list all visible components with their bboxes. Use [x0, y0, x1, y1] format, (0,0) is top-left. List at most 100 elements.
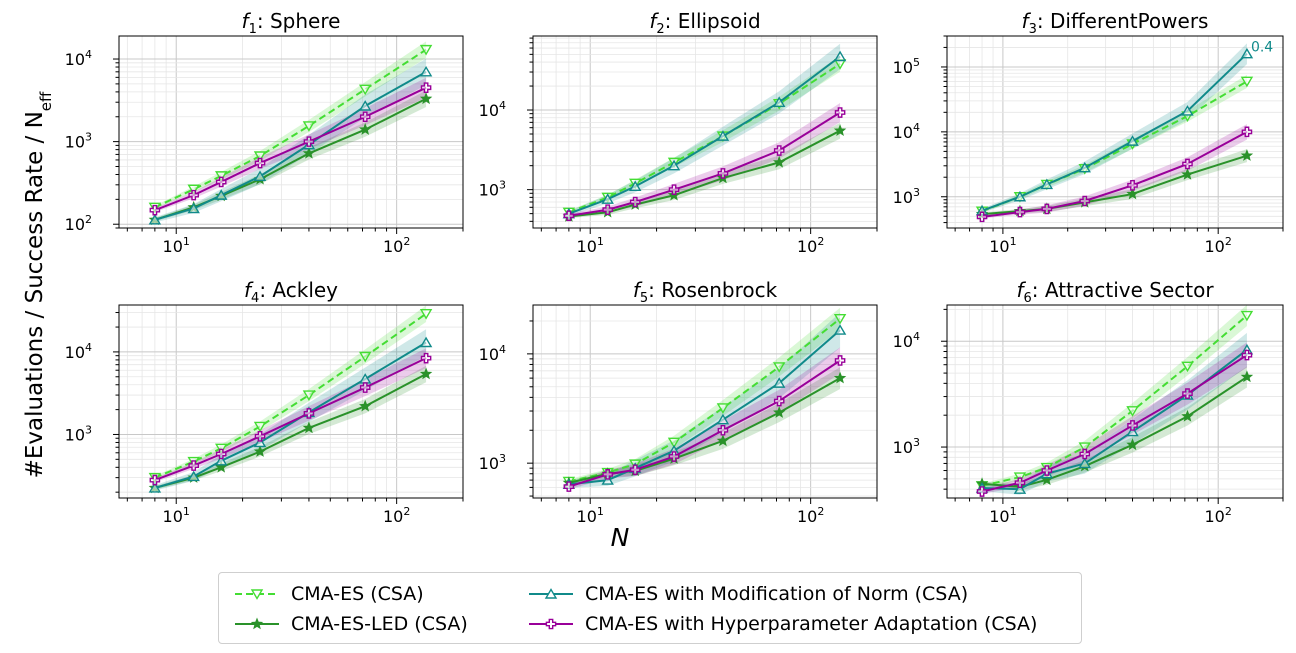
chart-title: f4: Ackley: [244, 278, 338, 306]
data-point: [667, 437, 681, 449]
data-point: [772, 362, 786, 373]
legend-marker-cma-es-led: [235, 617, 279, 630]
axes-frame: [532, 304, 878, 499]
data-point: [563, 481, 575, 492]
data-point: [253, 445, 267, 457]
data-point: [1040, 178, 1054, 190]
data-point: [833, 50, 847, 62]
axes-frame: [946, 304, 1284, 499]
data-point: [629, 196, 641, 208]
legend-marker: [250, 617, 264, 630]
data-point: [1014, 477, 1026, 489]
data-point: [419, 309, 433, 320]
data-point: [148, 213, 162, 225]
data-point: [149, 204, 161, 216]
legend-label: CMA-ES with Hyperparameter Adaptation (C…: [585, 613, 1038, 635]
y-tick-label: 103: [65, 423, 92, 444]
chart-title: f5: Rosenbrock: [633, 278, 778, 306]
data-point: [1014, 206, 1026, 218]
data-point: [359, 123, 372, 135]
chart-title: f1: Sphere: [242, 9, 341, 37]
data-point: [359, 382, 371, 393]
data-point: [772, 96, 786, 107]
axes-frame: [532, 35, 878, 229]
data-point: [716, 413, 730, 425]
data-point: [1127, 420, 1138, 431]
legend-marker-cma-es: [235, 589, 279, 600]
data-point: [668, 184, 680, 195]
data-point: [1240, 149, 1254, 161]
data-point: [419, 44, 433, 56]
x-tick-label: 102: [383, 505, 410, 526]
chart-title: f2: Ellipsoid: [649, 9, 760, 37]
data-point: [601, 474, 614, 485]
data-point: [1013, 483, 1027, 494]
y-tick-label: 104: [893, 330, 920, 351]
x-tick-label: 102: [797, 505, 824, 526]
data-point: [1126, 438, 1139, 451]
data-point: [601, 193, 614, 204]
data-point: [773, 406, 786, 418]
data-point: [717, 424, 729, 436]
data-point: [833, 324, 847, 335]
x-tick-label: 102: [383, 235, 410, 256]
data-point: [629, 464, 641, 476]
y-tick-label: 103: [65, 131, 92, 152]
legend-label: CMA-ES with Modification of Norm (CSA): [585, 583, 969, 605]
axes-frame: [118, 304, 464, 499]
legend-marker: [544, 588, 558, 599]
legend-marker-hyperparameter-adaptation: [529, 618, 573, 630]
x-tick-label: 102: [797, 235, 824, 256]
data-point: [716, 130, 730, 141]
data-point: [1240, 370, 1254, 383]
data-point: [214, 443, 228, 455]
data-point: [214, 171, 228, 182]
y-tick-label: 103: [893, 186, 920, 207]
data-point: [214, 454, 228, 466]
figure: #Evaluations / Success Rate / Neff N 101…: [22, 9, 1284, 552]
x-tick-label: 102: [1205, 235, 1232, 256]
x-tick-label: 101: [163, 235, 190, 256]
data-point: [833, 371, 847, 384]
data-point: [1126, 187, 1139, 200]
y-tick-label: 104: [65, 48, 92, 69]
data-point: [833, 313, 847, 325]
legend: CMA-ES (CSA) CMA-ES-LED (CSA) CMA-ES wit…: [218, 572, 1082, 644]
data-point: [716, 434, 730, 447]
legend-marker: [250, 589, 264, 600]
x-tick-label: 101: [577, 505, 604, 526]
data-point: [1241, 126, 1253, 138]
data-point: [359, 399, 372, 412]
data-point: [717, 168, 729, 179]
data-point: [976, 211, 988, 223]
legend-item-modification-of-norm: CMA-ES with Modification of Norm (CSA): [527, 582, 968, 606]
legend-item-cma-es-led: CMA-ES-LED (CSA): [233, 612, 468, 636]
chart-title: f3: DifferentPowers: [1022, 9, 1209, 37]
data-point: [834, 355, 846, 366]
data-point: [358, 84, 372, 96]
data-point: [254, 157, 266, 169]
data-point: [214, 189, 228, 200]
x-tick-label: 102: [1205, 505, 1232, 526]
data-point: [1078, 457, 1091, 469]
x-tick-label: 101: [989, 235, 1016, 256]
data-point: [772, 377, 786, 388]
y-axis-label: #Evaluations / Success Rate / Neff: [22, 91, 55, 478]
data-point: [149, 474, 161, 486]
chart-panel-2: 101 102 103 104 f2: Ellipsoid: [479, 9, 878, 256]
data-point: [188, 189, 199, 201]
data-point: [420, 352, 432, 364]
y-tick-label: 105: [893, 56, 920, 77]
data-point: [1126, 406, 1139, 417]
data-point: [1182, 388, 1193, 399]
data-point: [1182, 158, 1193, 170]
data-point: [1181, 168, 1194, 180]
data-point: [1181, 409, 1194, 422]
data-point: [187, 184, 200, 196]
data-point: [1240, 76, 1254, 88]
data-point: [303, 136, 315, 147]
legend-item-cma-es: CMA-ES (CSA): [233, 582, 424, 606]
data-point: [563, 210, 575, 222]
data-point: [1013, 190, 1027, 202]
data-point: [1078, 161, 1091, 173]
